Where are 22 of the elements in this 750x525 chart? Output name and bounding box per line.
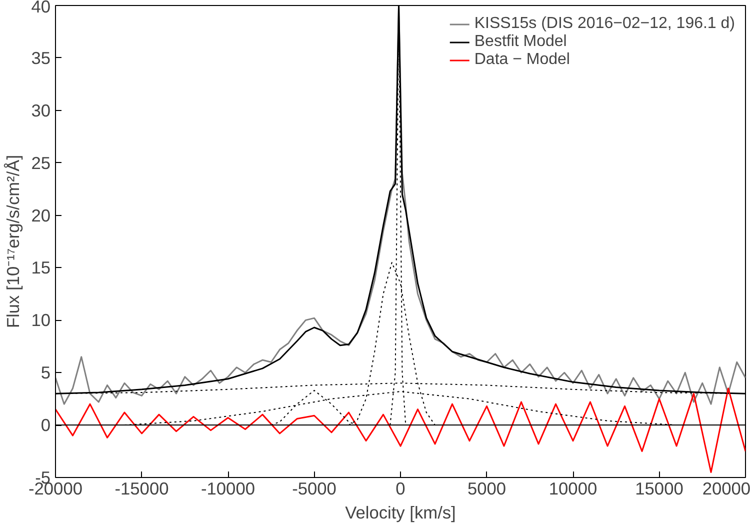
y-tick-label: 5 [40, 362, 51, 383]
y-tick-label: 15 [31, 258, 51, 278]
legend-label: KISS15s (DIS 2016−02−12, 196.1 d) [474, 15, 735, 33]
x-tick-label: 10000 [548, 478, 598, 498]
legend-label: Data − Model [474, 51, 570, 69]
x-tick-label: -15000 [114, 478, 169, 498]
x-tick-label: -5000 [292, 478, 336, 498]
y-tick-label: 10 [31, 310, 51, 330]
x-tick-label: 0 [396, 478, 406, 498]
y-tick-label: 0 [40, 415, 51, 436]
y-axis-title: Flux [10⁻¹⁷erg/s/cm²/Å] [3, 154, 24, 328]
x-tick-label: 5000 [467, 478, 506, 498]
x-axis-title: Velocity [km/s] [345, 502, 456, 522]
legend-label: Bestfit Model [474, 33, 567, 51]
y-tick-label: 20 [31, 205, 51, 226]
y-tick-label: 40 [31, 0, 51, 16]
x-tick-label: 20000 [702, 478, 750, 498]
y-tick-label: 30 [31, 100, 51, 120]
y-tick-label: 35 [31, 48, 51, 68]
y-tick-label: 25 [31, 152, 51, 173]
x-tick-label: 15000 [635, 478, 684, 498]
x-tick-label: -10000 [201, 478, 255, 498]
